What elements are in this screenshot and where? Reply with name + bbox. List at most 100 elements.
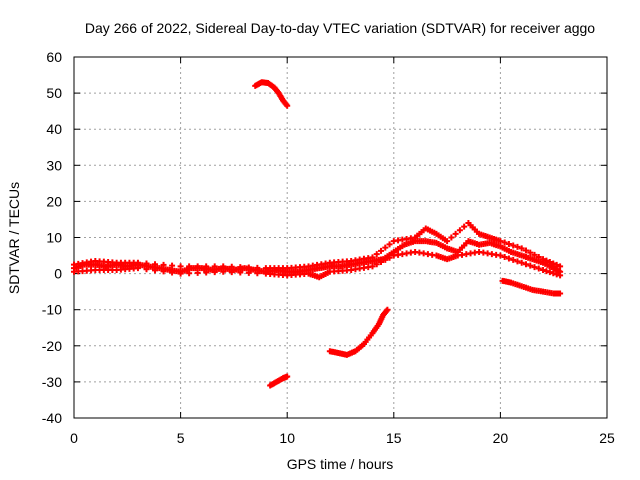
x-tick-label: 25 [599,430,615,446]
data-point [369,263,376,270]
data-point [550,270,557,277]
series-spread-upper [71,220,564,272]
data-point [550,260,557,267]
data-point [203,269,210,276]
y-tick-label: -40 [42,410,62,426]
data-point [514,243,521,250]
data-point [497,238,504,245]
data-point [461,223,468,230]
data-point [546,269,553,276]
data-point [284,373,291,380]
x-tick-label: 15 [386,430,402,446]
series-high-arc [252,79,291,109]
data-point [386,254,393,261]
chart-title: Day 266 of 2022, Sidereal Day-to-day VTE… [85,20,595,36]
data-point [169,269,176,276]
data-point [543,257,550,264]
data-point [143,260,150,267]
y-axis-ticks: -40 -30 -20 -10 0 10 20 30 40 50 60 [42,49,607,426]
data-point [373,261,380,268]
data-point [220,268,227,275]
data-point [228,263,235,270]
data-point [557,263,564,270]
x-axis-label: GPS time / hours [287,456,394,472]
data-point [177,270,184,277]
data-point [501,253,508,260]
data-point [152,261,159,268]
data-point [452,230,459,237]
data-point [228,269,235,276]
data-point [186,270,193,277]
x-tick-label: 20 [493,430,509,446]
x-tick-label: 10 [279,430,295,446]
data-point [169,262,176,269]
data-point [543,268,550,275]
x-tick-label: 0 [70,430,78,446]
data-point [527,249,534,256]
data-point [378,259,385,266]
data-point [194,263,201,270]
data-point [522,261,529,268]
data-point [373,251,380,258]
data-point [254,270,261,277]
data-point [245,264,252,271]
data-point [369,254,376,261]
data-point [505,240,512,247]
data-point [456,227,463,234]
data-point [186,263,193,270]
data-point [134,259,141,266]
y-tick-label: 40 [46,121,62,137]
data-point [143,266,150,273]
data-point [522,247,529,254]
data-point [527,262,534,269]
data-point [220,263,227,270]
y-tick-label: 50 [46,85,62,101]
data-point [386,241,393,248]
data-point [194,269,201,276]
y-tick-label: -20 [42,338,62,354]
y-tick-label: 30 [46,157,62,173]
data-point [540,256,547,263]
data-point [510,242,517,249]
data-point [535,253,542,260]
data-point [134,265,141,272]
data-point [382,256,389,263]
data-points [71,79,564,389]
series-late-negative [499,277,564,297]
data-point [177,263,184,270]
y-tick-label: -10 [42,302,62,318]
data-point [531,251,538,258]
data-point [553,271,560,278]
data-point [518,245,525,252]
data-point [211,269,218,276]
data-point [160,268,167,275]
y-axis-label: SDTVAR / TECUs [6,182,22,294]
y-tick-label: -30 [42,374,62,390]
y-tick-label: 20 [46,193,62,209]
data-point [540,266,547,273]
data-point [501,239,508,246]
data-point [203,263,210,270]
data-point [514,258,521,265]
series-low-negative [267,373,291,389]
data-point [254,264,261,271]
data-point [284,102,291,109]
data-point [518,259,525,266]
data-point [245,269,252,276]
data-point [497,252,504,259]
y-tick-label: 60 [46,49,62,65]
series-spread-lower [71,248,564,281]
data-point [444,238,451,245]
y-tick-label: 10 [46,230,62,246]
data-point [378,247,385,254]
data-point [152,267,159,274]
y-tick-label: 0 [54,266,62,282]
data-point [384,306,391,313]
grid-lines [74,57,607,418]
x-tick-label: 5 [177,430,185,446]
data-point [510,256,517,263]
x-axis-ticks: 0 5 10 15 20 25 [70,57,615,446]
data-point [557,272,564,279]
data-point [505,255,512,262]
